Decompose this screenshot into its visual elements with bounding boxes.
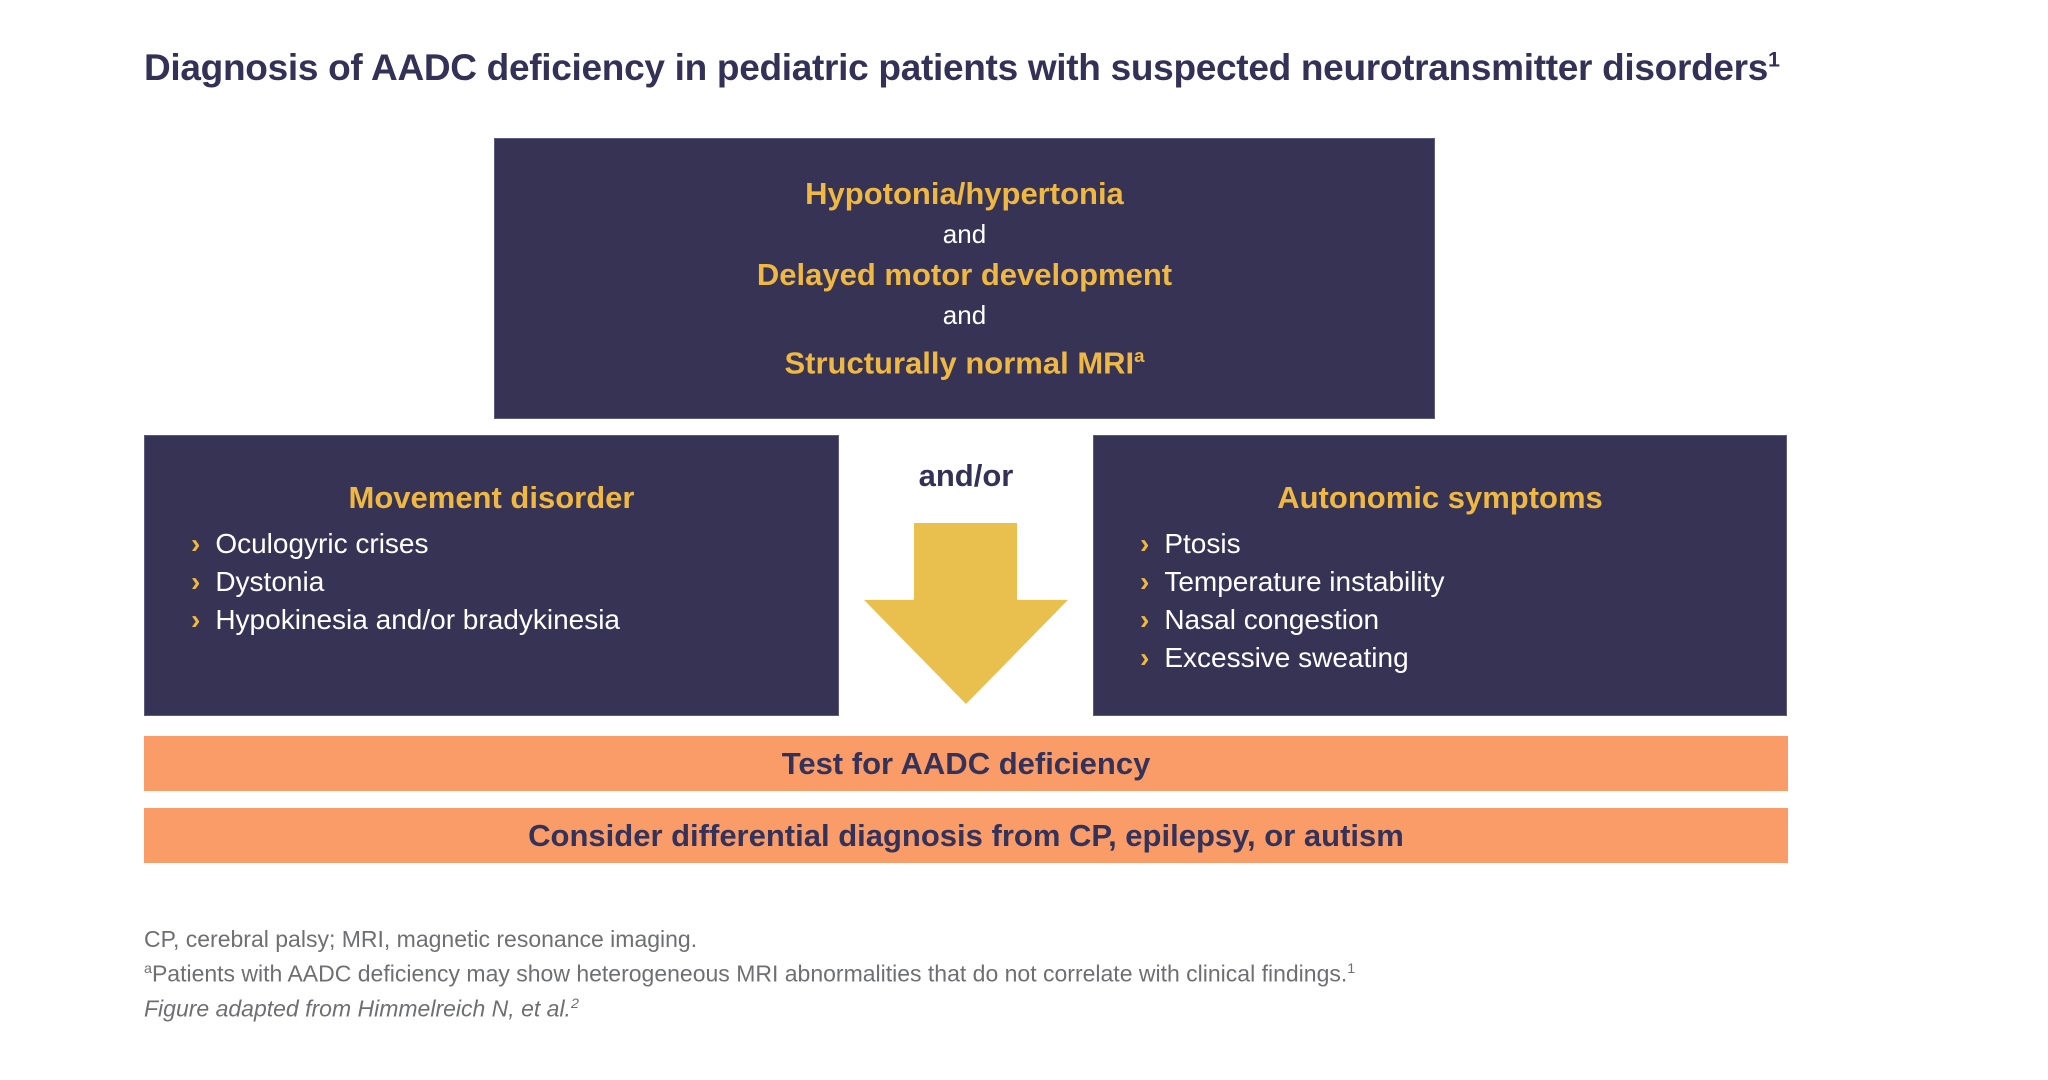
chevron-bullet-icon: › (1140, 566, 1150, 597)
symptom-label: Hypokinesia and/or bradykinesia (215, 604, 621, 635)
adaptation-footnote: Figure adapted from Himmelreich N, et al… (144, 989, 1355, 1024)
symptom-label: Oculogyric crises (215, 528, 429, 559)
figure-title-reference: 1 (1768, 47, 1780, 72)
criterion-hypotonia: Hypotonia/hypertonia (805, 175, 1124, 211)
chevron-bullet-icon: › (191, 604, 201, 635)
symptom-label: Temperature instability (1164, 566, 1445, 597)
chevron-bullet-icon: › (191, 566, 201, 597)
criterion-motor-development: Delayed motor development (756, 256, 1173, 292)
chevron-bullet-icon: › (1140, 528, 1150, 559)
list-item: › Excessive sweating (1140, 639, 1786, 677)
differential-action-bar: Consider differential diagnosis from CP,… (144, 808, 1788, 863)
symptom-label: Excessive sweating (1164, 642, 1409, 673)
autonomic-symptom-list: › Ptosis › Temperature instability › Nasal … (1094, 525, 1786, 677)
list-item: › Nasal congestion (1140, 601, 1786, 639)
andor-connector-label: and/or (918, 458, 1014, 493)
test-action-bar: Test for AADC deficiency (144, 736, 1788, 791)
and-connector-2: and (942, 299, 987, 330)
and-connector-1: and (942, 218, 987, 249)
adaptation-footnote-reference: 2 (570, 995, 579, 1012)
criterion-normal-mri-text: Structurally normal MRI (784, 345, 1135, 381)
figure-title-text: Diagnosis of AADC deficiency in pediatri… (144, 47, 1769, 88)
core-criteria-box: Hypotonia/hypertonia and Delayed motor d… (494, 138, 1435, 419)
mri-footnote-reference: 1 (1347, 961, 1356, 977)
chevron-bullet-icon: › (191, 528, 201, 559)
movement-symptom-list: › Oculogyric crises › Dystonia › Hypokinesi… (145, 525, 838, 639)
list-item: › Oculogyric crises (191, 525, 838, 563)
symptom-label: Nasal congestion (1164, 604, 1380, 635)
test-action-label: Test for AADC deficiency (781, 745, 1151, 781)
mri-footnote-text: Patients with AADC deficiency may show h… (151, 960, 1348, 987)
abbreviations-footnote: CP, cerebral palsy; MRI, magnetic resona… (144, 926, 698, 952)
adaptation-footnote-text: Figure adapted from Himmelreich N, et al… (144, 995, 571, 1022)
movement-disorder-heading: Movement disorder (348, 480, 635, 515)
movement-disorder-box: Movement disorder › Oculogyric crises › Dy… (144, 435, 839, 716)
mri-footnote: aPatients with AADC deficiency may show … (144, 954, 1355, 989)
list-item: › Dystonia (191, 563, 838, 601)
mri-footnote-marker: a (144, 961, 152, 977)
list-item: › Ptosis (1140, 525, 1786, 563)
list-item: › Hypokinesia and/or bradykinesia (191, 601, 838, 639)
footnotes: CP, cerebral palsy; MRI, magnetic resona… (144, 924, 1355, 1023)
list-item: › Temperature instability (1140, 563, 1786, 601)
autonomic-symptoms-box: Autonomic symptoms › Ptosis › Temperature … (1093, 435, 1787, 716)
differential-action-label: Consider differential diagnosis from CP,… (528, 817, 1404, 853)
symptom-label: Ptosis (1164, 528, 1241, 559)
criterion-normal-mri: Structurally normal MRIa (784, 334, 1144, 385)
symptom-label: Dystonia (215, 566, 325, 597)
chevron-bullet-icon: › (1140, 604, 1150, 635)
chevron-bullet-icon: › (1140, 642, 1150, 673)
autonomic-symptoms-heading: Autonomic symptoms (1277, 480, 1603, 515)
figure-title: Diagnosis of AADC deficiency in pediatri… (144, 47, 1780, 89)
down-arrow-icon (864, 523, 1068, 704)
criterion-normal-mri-footnote-marker: a (1134, 344, 1145, 366)
